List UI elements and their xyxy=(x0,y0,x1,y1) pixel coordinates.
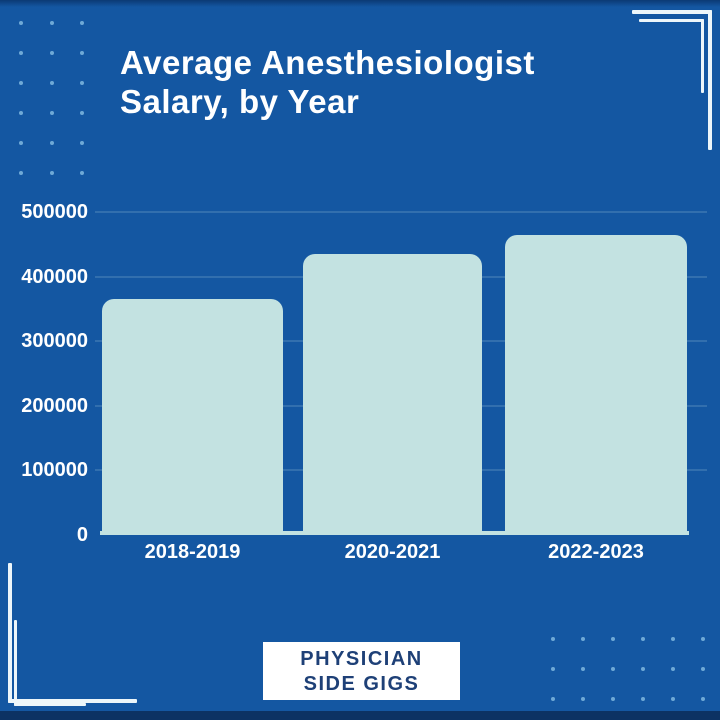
decorative-dot xyxy=(49,141,54,145)
gridline xyxy=(95,211,707,213)
x-axis-tick-label: 2018-2019 xyxy=(144,541,241,563)
decorative-dot xyxy=(551,697,555,701)
decorative-dot xyxy=(701,637,705,641)
decorative-dot xyxy=(611,667,615,671)
y-axis-tick-label: 500000 xyxy=(21,201,88,223)
decorative-dot xyxy=(19,81,23,85)
decorative-dot xyxy=(671,667,675,671)
decorative-dot xyxy=(19,171,23,175)
decorative-dot xyxy=(641,667,645,671)
decorative-dot xyxy=(641,697,645,701)
title-line-2: Salary, by Year xyxy=(120,82,360,120)
decorative-dot xyxy=(19,141,23,145)
bracket-line xyxy=(8,699,137,703)
decorative-dot xyxy=(80,21,84,25)
decorative-dot xyxy=(701,667,705,671)
decorative-dot xyxy=(701,697,705,701)
bracket-line xyxy=(701,19,704,93)
bottom-accent-strip xyxy=(0,711,720,720)
decorative-dot xyxy=(671,697,675,701)
x-axis-tick-label: 2020-2021 xyxy=(344,541,441,563)
x-axis-tick-label: 2022-2023 xyxy=(548,541,644,563)
decorative-dot xyxy=(80,51,84,55)
decorative-dot xyxy=(611,637,615,641)
decorative-dot xyxy=(551,637,555,641)
decorative-dot xyxy=(80,171,84,175)
decorative-dot xyxy=(19,111,23,115)
decorative-dot xyxy=(581,697,585,701)
decorative-dot xyxy=(611,697,615,701)
y-axis-tick-label: 100000 xyxy=(21,459,88,482)
y-axis-tick-label: 400000 xyxy=(21,265,88,288)
decorative-dot xyxy=(671,637,675,641)
brand-badge: PHYSICIAN SIDE GIGS xyxy=(263,642,460,700)
decorative-dot xyxy=(551,667,555,671)
decorative-dot xyxy=(49,21,54,25)
badge-line-2: SIDE GIGS xyxy=(303,672,420,695)
bracket-line xyxy=(14,620,17,706)
bracket-line xyxy=(632,10,712,14)
badge-line-1: PHYSICIAN xyxy=(300,647,423,670)
decorative-dot xyxy=(80,81,84,85)
bracket-line xyxy=(708,10,712,150)
top-accent-strip xyxy=(0,0,720,7)
decorative-dot xyxy=(19,51,23,55)
bar-2022-2023 xyxy=(505,234,687,535)
bar-2018-2019 xyxy=(102,299,283,535)
decorative-dot xyxy=(80,141,84,145)
decorative-dot xyxy=(581,637,585,641)
bracket-line xyxy=(8,563,12,703)
y-axis-tick-label: 0 xyxy=(76,524,88,546)
chart-title: Average Anesthesiologist Salary, by Year xyxy=(120,44,660,121)
decorative-dot xyxy=(49,111,54,115)
title-line-1: Average Anesthesiologist xyxy=(120,44,535,81)
bracket-line xyxy=(14,703,86,706)
bracket-line xyxy=(639,19,704,22)
decorative-dot xyxy=(49,81,54,85)
y-axis-tick-label: 200000 xyxy=(21,394,88,417)
decorative-dot xyxy=(49,171,54,175)
decorative-dot xyxy=(49,51,54,55)
decorative-dot xyxy=(80,111,84,115)
decorative-dot xyxy=(581,667,585,671)
decorative-dot xyxy=(641,637,645,641)
decorative-dot xyxy=(19,21,23,25)
y-axis-tick-label: 300000 xyxy=(21,330,88,353)
bar-2020-2021 xyxy=(303,253,482,535)
